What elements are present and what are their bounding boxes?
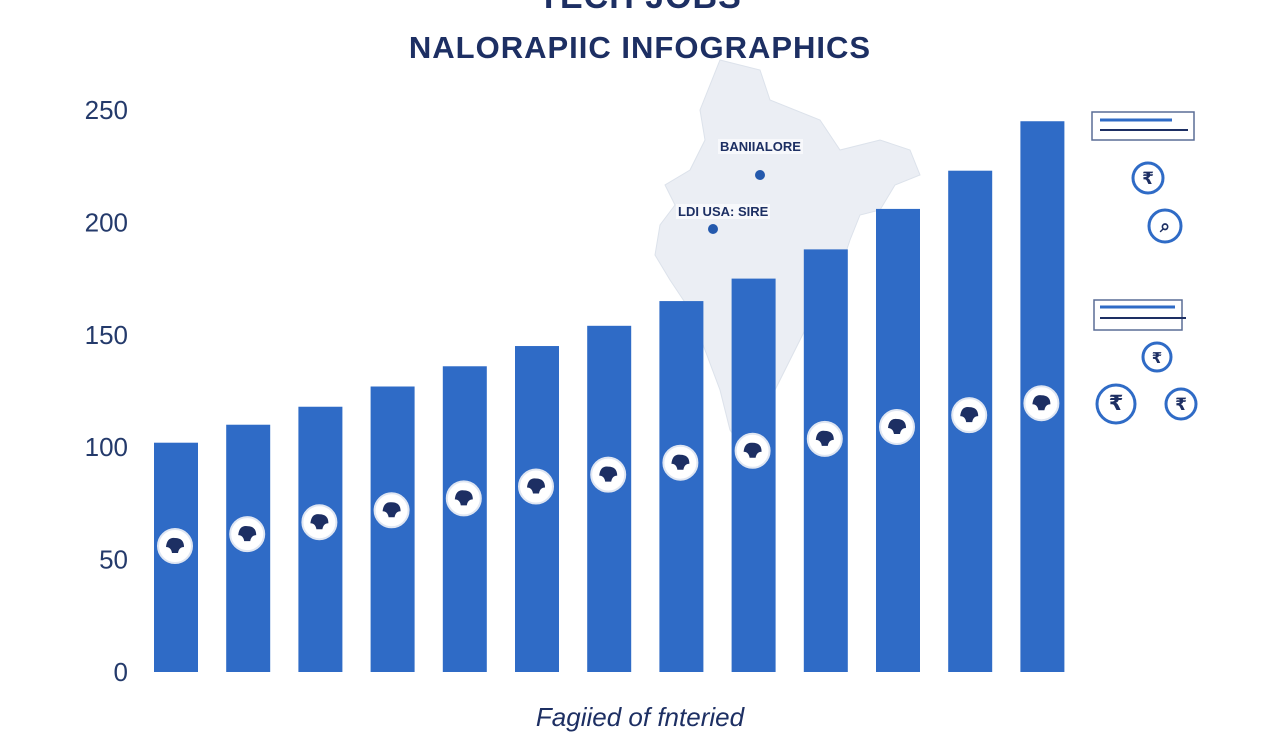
- map-label-bangalore: BANIIALORE: [718, 139, 803, 154]
- india-map-shape: [654, 59, 921, 451]
- y-tick-label: 0: [114, 657, 128, 687]
- map-label-city: LDI USA: SIRE: [676, 204, 771, 219]
- bar-marker: [590, 456, 627, 493]
- bar-markers: [157, 385, 1060, 564]
- rupee-icon: ₹: [1164, 387, 1198, 421]
- y-axis-ticks: 0 50 100 150 200 250: [85, 95, 128, 687]
- map-pin: [708, 224, 718, 234]
- svg-text:₹: ₹: [1142, 169, 1154, 188]
- map-background: [654, 59, 921, 451]
- legend-card: [1091, 111, 1195, 141]
- bar: [803, 249, 848, 672]
- y-tick-label: 200: [85, 207, 128, 237]
- svg-text:⌕: ⌕: [1159, 216, 1170, 236]
- rupee-icon: ₹: [1095, 383, 1137, 425]
- bar: [515, 346, 559, 672]
- bar-marker: [445, 480, 482, 517]
- bar: [442, 366, 487, 672]
- chart-subtitle: NALORAPIIC INFOGRAPHICS: [408, 30, 872, 65]
- rupee-icon: ₹: [1131, 161, 1165, 195]
- bars-group: [154, 121, 1065, 673]
- bar: [587, 325, 632, 672]
- svg-text:₹: ₹: [1175, 395, 1187, 414]
- bar-marker: [806, 420, 843, 457]
- legend-panel: [1091, 111, 1195, 331]
- bar-marker: [951, 397, 988, 434]
- y-tick-label: 100: [85, 432, 128, 462]
- legend-icons: ₹ ⌕ ₹ ₹ ₹: [1095, 161, 1198, 425]
- legend-card: [1093, 299, 1183, 331]
- bar-marker: [373, 492, 410, 529]
- bar-marker: [734, 432, 771, 469]
- rupee-icon: ₹: [1141, 341, 1173, 373]
- bar-marker: [662, 444, 699, 481]
- bar: [370, 386, 415, 672]
- bar-marker: [301, 504, 338, 541]
- bar-marker: [879, 409, 915, 445]
- y-tick-label: 250: [85, 95, 128, 125]
- chart-title: TECH JOBS: [0, 0, 1280, 17]
- bar-marker: [229, 516, 266, 553]
- bar: [731, 278, 776, 672]
- x-axis-label: Fagiied of fnteried: [535, 702, 745, 732]
- y-tick-label: 50: [99, 545, 128, 575]
- bar: [659, 301, 704, 672]
- map-pin: [755, 170, 765, 180]
- bar-marker: [518, 468, 554, 505]
- search-icon: ⌕: [1147, 208, 1183, 244]
- bar-marker: [157, 528, 193, 564]
- y-tick-label: 150: [85, 320, 128, 350]
- svg-text:₹: ₹: [1109, 392, 1124, 415]
- bar-marker: [1023, 385, 1060, 422]
- svg-text:₹: ₹: [1152, 350, 1162, 367]
